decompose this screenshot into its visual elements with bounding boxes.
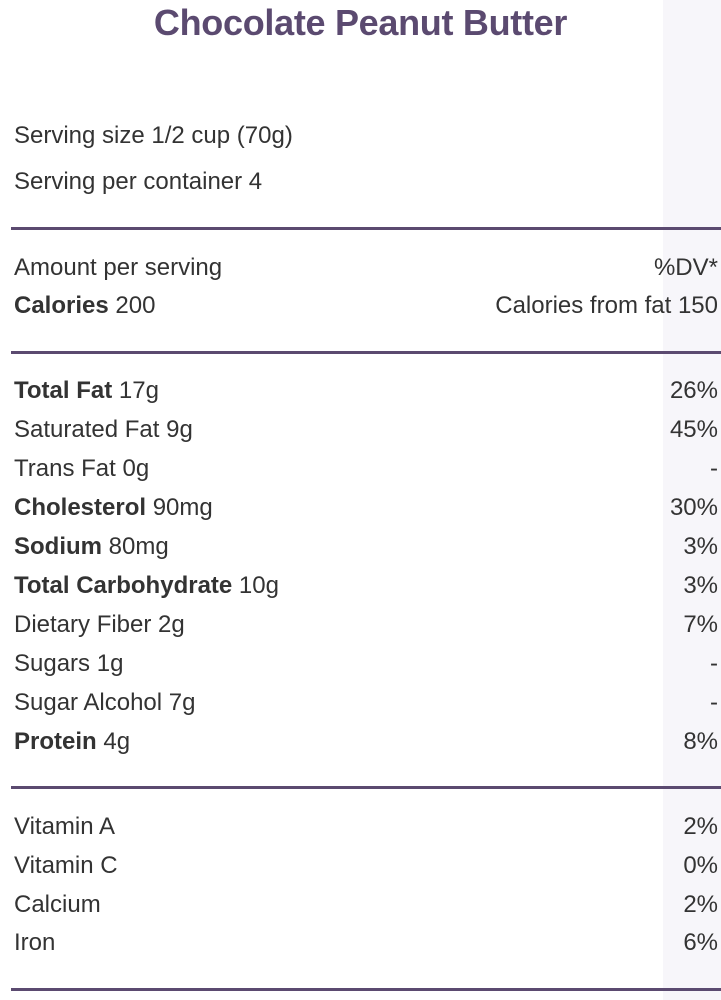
- vitamin-name: Iron: [14, 929, 56, 956]
- nutrient-dv: 45%: [669, 416, 718, 443]
- vitamin-dv: 2%: [683, 813, 718, 840]
- nutrient-name: Cholesterol: [14, 494, 147, 521]
- vitamin-name: Vitamin A: [14, 813, 115, 840]
- nutrient-dv: 7%: [683, 611, 718, 638]
- vitamin-row: Calcium 2%: [0, 890, 721, 920]
- side-shade: [663, 0, 721, 1000]
- vitamin-row: Vitamin C 0%: [0, 851, 721, 881]
- divider-vitamins: [11, 786, 721, 789]
- nutrient-label: Saturated Fat 9g: [14, 415, 193, 445]
- nutrient-label: Dietary Fiber 2g: [14, 610, 185, 640]
- nutrient-amount: 9g: [159, 416, 193, 443]
- calories-line: Calories 200: [14, 291, 155, 321]
- nutrient-amount: 7g: [162, 689, 196, 716]
- product-title: Chocolate Peanut Butter: [153, 2, 568, 43]
- nutrient-amount: 80mg: [102, 533, 169, 560]
- vitamin-row: Vitamin A 2%: [0, 812, 721, 842]
- nutrient-row: Cholesterol 90mg 30%: [0, 493, 721, 523]
- nutrient-label: Sodium 80mg: [14, 532, 169, 562]
- nutrient-dv: -: [710, 455, 718, 482]
- nutrient-amount: 1g: [90, 650, 124, 677]
- nutrient-row: Trans Fat 0g -: [0, 454, 721, 484]
- vitamin-row: Iron 6%: [0, 928, 721, 958]
- nutrient-row: Dietary Fiber 2g 7%: [0, 610, 721, 640]
- servings-per-container: Serving per container 4: [14, 168, 263, 195]
- nutrient-dv: 26%: [669, 377, 718, 404]
- nutrient-row: Total Carbohydrate 10g 3%: [0, 571, 721, 601]
- nutrient-name: Saturated Fat: [14, 416, 160, 443]
- nutrient-row: Saturated Fat 9g 45%: [0, 415, 721, 445]
- nutrient-label: Cholesterol 90mg: [14, 493, 213, 523]
- nutrient-name: Total Carbohydrate: [14, 572, 233, 599]
- nutrient-amount: 90mg: [146, 494, 213, 521]
- vitamin-dv: 6%: [683, 929, 718, 956]
- nutrient-name: Sugars: [14, 650, 91, 677]
- nutrient-dv: 8%: [683, 728, 718, 755]
- nutrient-dv: 30%: [669, 494, 718, 521]
- divider-bottom: [11, 988, 721, 991]
- nutrient-label: Sugar Alcohol 7g: [14, 688, 195, 718]
- amount-per-serving-label: Amount per serving: [14, 254, 223, 281]
- nutrient-name: Sugar Alcohol: [14, 689, 163, 716]
- nutrient-name: Sodium: [14, 533, 102, 560]
- vitamin-name: Vitamin C: [14, 852, 118, 879]
- nutrient-row: Sugars 1g -: [0, 649, 721, 679]
- nutrient-row: Total Fat 17g 26%: [0, 376, 721, 406]
- calories-from-fat: Calories from fat 150: [495, 292, 718, 319]
- nutrient-dv: 3%: [683, 533, 718, 560]
- nutrient-name: Protein: [14, 728, 97, 755]
- divider-nutrients: [11, 351, 721, 354]
- nutrient-dv: -: [710, 650, 718, 677]
- vitamin-dv: 2%: [683, 891, 718, 918]
- nutrient-name: Total Fat: [14, 377, 113, 404]
- nutrient-dv: 3%: [683, 572, 718, 599]
- nutrient-amount: 0g: [115, 455, 150, 482]
- nutrient-name: Dietary Fiber: [14, 611, 152, 638]
- nutrient-row: Sodium 80mg 3%: [0, 532, 721, 562]
- calories-label: Calories: [14, 292, 109, 319]
- nutrient-label: Protein 4g: [14, 727, 130, 757]
- divider-top: [11, 227, 721, 230]
- nutrient-amount: 2g: [151, 611, 185, 638]
- dv-header: %DV*: [653, 254, 718, 281]
- calories-value: 200: [108, 292, 156, 319]
- vitamin-dv: 0%: [683, 852, 718, 879]
- vitamin-name: Calcium: [14, 891, 101, 918]
- nutrient-label: Trans Fat 0g: [14, 454, 149, 484]
- nutrient-name: Trans Fat: [14, 455, 116, 482]
- nutrient-label: Total Carbohydrate 10g: [14, 571, 279, 601]
- nutrient-amount: 10g: [232, 572, 279, 599]
- nutrient-row: Protein 4g 8%: [0, 727, 721, 757]
- nutrient-row: Sugar Alcohol 7g -: [0, 688, 721, 718]
- serving-size: Serving size 1/2 cup (70g): [14, 122, 293, 149]
- nutrient-amount: 4g: [96, 728, 131, 755]
- nutrient-label: Sugars 1g: [14, 649, 123, 679]
- nutrient-label: Total Fat 17g: [14, 376, 159, 406]
- nutrient-dv: -: [710, 689, 718, 716]
- nutrient-amount: 17g: [112, 377, 159, 404]
